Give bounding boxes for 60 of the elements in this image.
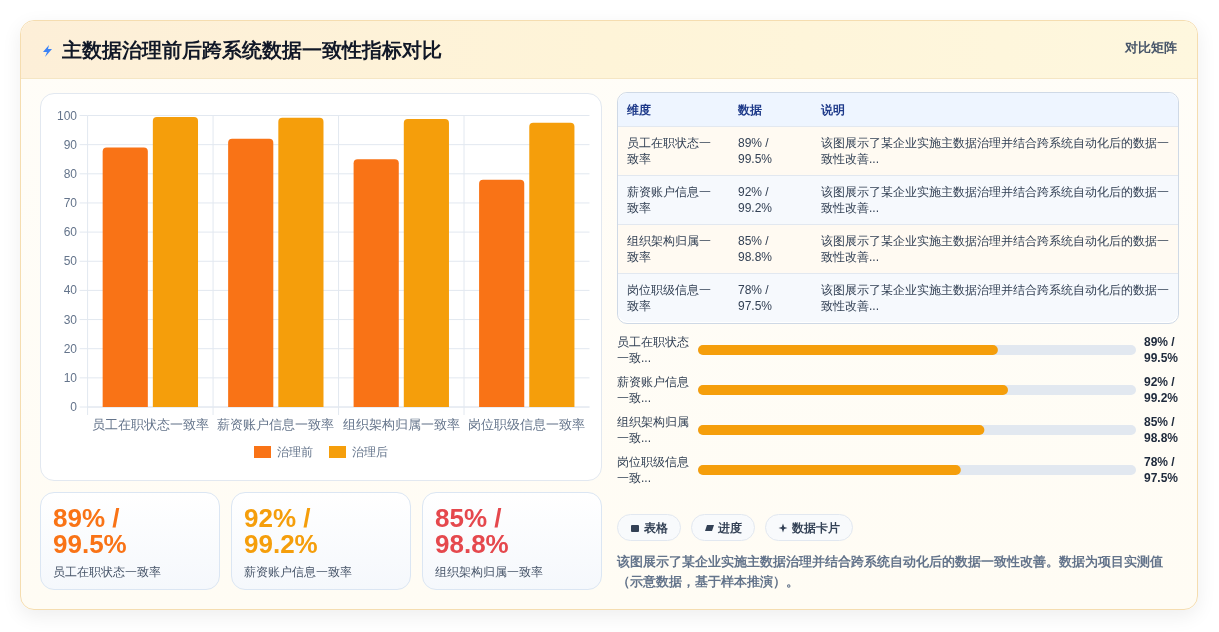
y-tick-label: 0 [70, 400, 78, 414]
text: 该图展示了某企业实施主数据治理并结合跨系统自动化后的数据一致性改善。数据为项目实测值（示意数据，基于样本推演）。 [617, 553, 1164, 591]
text: 进度 [718, 520, 742, 535]
y-tick-label: 30 [63, 312, 78, 327]
y-tick-label: 组织架构归属一致... [617, 414, 690, 446]
y-tick-label: 70 [63, 195, 78, 210]
bar [228, 138, 274, 407]
x-tick-label: 员工在职状态一致率 [91, 416, 209, 432]
text: 维度 [627, 101, 651, 118]
y-tick-label: 20 [63, 341, 78, 356]
legend-label: 治理前 [277, 445, 313, 459]
text: 78% / 97.5% [738, 281, 774, 314]
chart-title: 主数据治理前后跨系统数据一致性指标对比 [62, 38, 442, 62]
y-tick-label: 员工在职状态一致... [617, 334, 690, 366]
y-tick-label: 90 [63, 137, 78, 152]
y-tick-label: 10 [63, 370, 78, 385]
text: 表格 [644, 520, 668, 535]
category-label: 组织架构归属一致率 [435, 564, 543, 580]
text: 89% / 99.5% [53, 503, 127, 559]
text: 85% / 98.8% [738, 232, 774, 265]
text: 该图展示了某企业实施主数据治理并结合跨系统自动化后的数据一致性改善... [821, 281, 1169, 314]
legend-label: 治理后 [352, 445, 388, 459]
x-tick-label: 薪资账户信息一致率 [217, 416, 335, 432]
x-tick-label: 组织架构归属一致率 [342, 416, 460, 432]
text: 92% / 99.2% [244, 503, 318, 559]
data-label: 85% / 98.8% [1144, 414, 1180, 446]
bar [102, 147, 148, 407]
bar [152, 116, 199, 407]
y-tick-label: 50 [63, 254, 78, 269]
text: 该图展示了某企业实施主数据治理并结合跨系统自动化后的数据一致性改善... [821, 232, 1169, 265]
bar [529, 122, 575, 407]
data-label: 78% / 97.5% [1144, 454, 1180, 486]
text: 薪资账户信息一致率 [627, 183, 712, 216]
y-tick-label: 100 [56, 108, 78, 123]
bar [479, 179, 525, 407]
y-tick-label: 40 [63, 283, 78, 298]
text: 85% / 98.8% [435, 503, 509, 559]
text: 该图展示了某企业实施主数据治理并结合跨系统自动化后的数据一致性改善... [821, 183, 1169, 216]
x-tick-label: 岗位职级信息一致率 [468, 416, 586, 432]
y-tick-label: 岗位职级信息一致... [617, 454, 690, 486]
category-label: 员工在职状态一致率 [53, 564, 161, 580]
category-label: 薪资账户信息一致率 [244, 564, 352, 580]
text: 92% / 99.2% [738, 183, 774, 216]
text: 对比矩阵 [1125, 40, 1177, 56]
y-tick-label: 薪资账户信息一致... [617, 374, 690, 406]
text: 数据 [738, 101, 762, 118]
text: 数据卡片 [792, 520, 840, 535]
y-tick-label: 80 [63, 166, 78, 181]
data-label: 89% / 99.5% [1144, 334, 1180, 366]
text: 组织架构归属一致率 [627, 232, 712, 265]
bar [353, 159, 399, 407]
text: 员工在职状态一致率 [627, 134, 712, 167]
bar [403, 119, 449, 407]
data-label: 92% / 99.2% [1144, 374, 1180, 406]
text: 说明 [821, 101, 845, 118]
text: 89% / 99.5% [738, 134, 774, 167]
y-tick-label: 60 [63, 225, 78, 240]
text: 该图展示了某企业实施主数据治理并结合跨系统自动化后的数据一致性改善... [821, 134, 1169, 167]
text: 岗位职级信息一致率 [627, 281, 712, 314]
bar [278, 117, 324, 407]
